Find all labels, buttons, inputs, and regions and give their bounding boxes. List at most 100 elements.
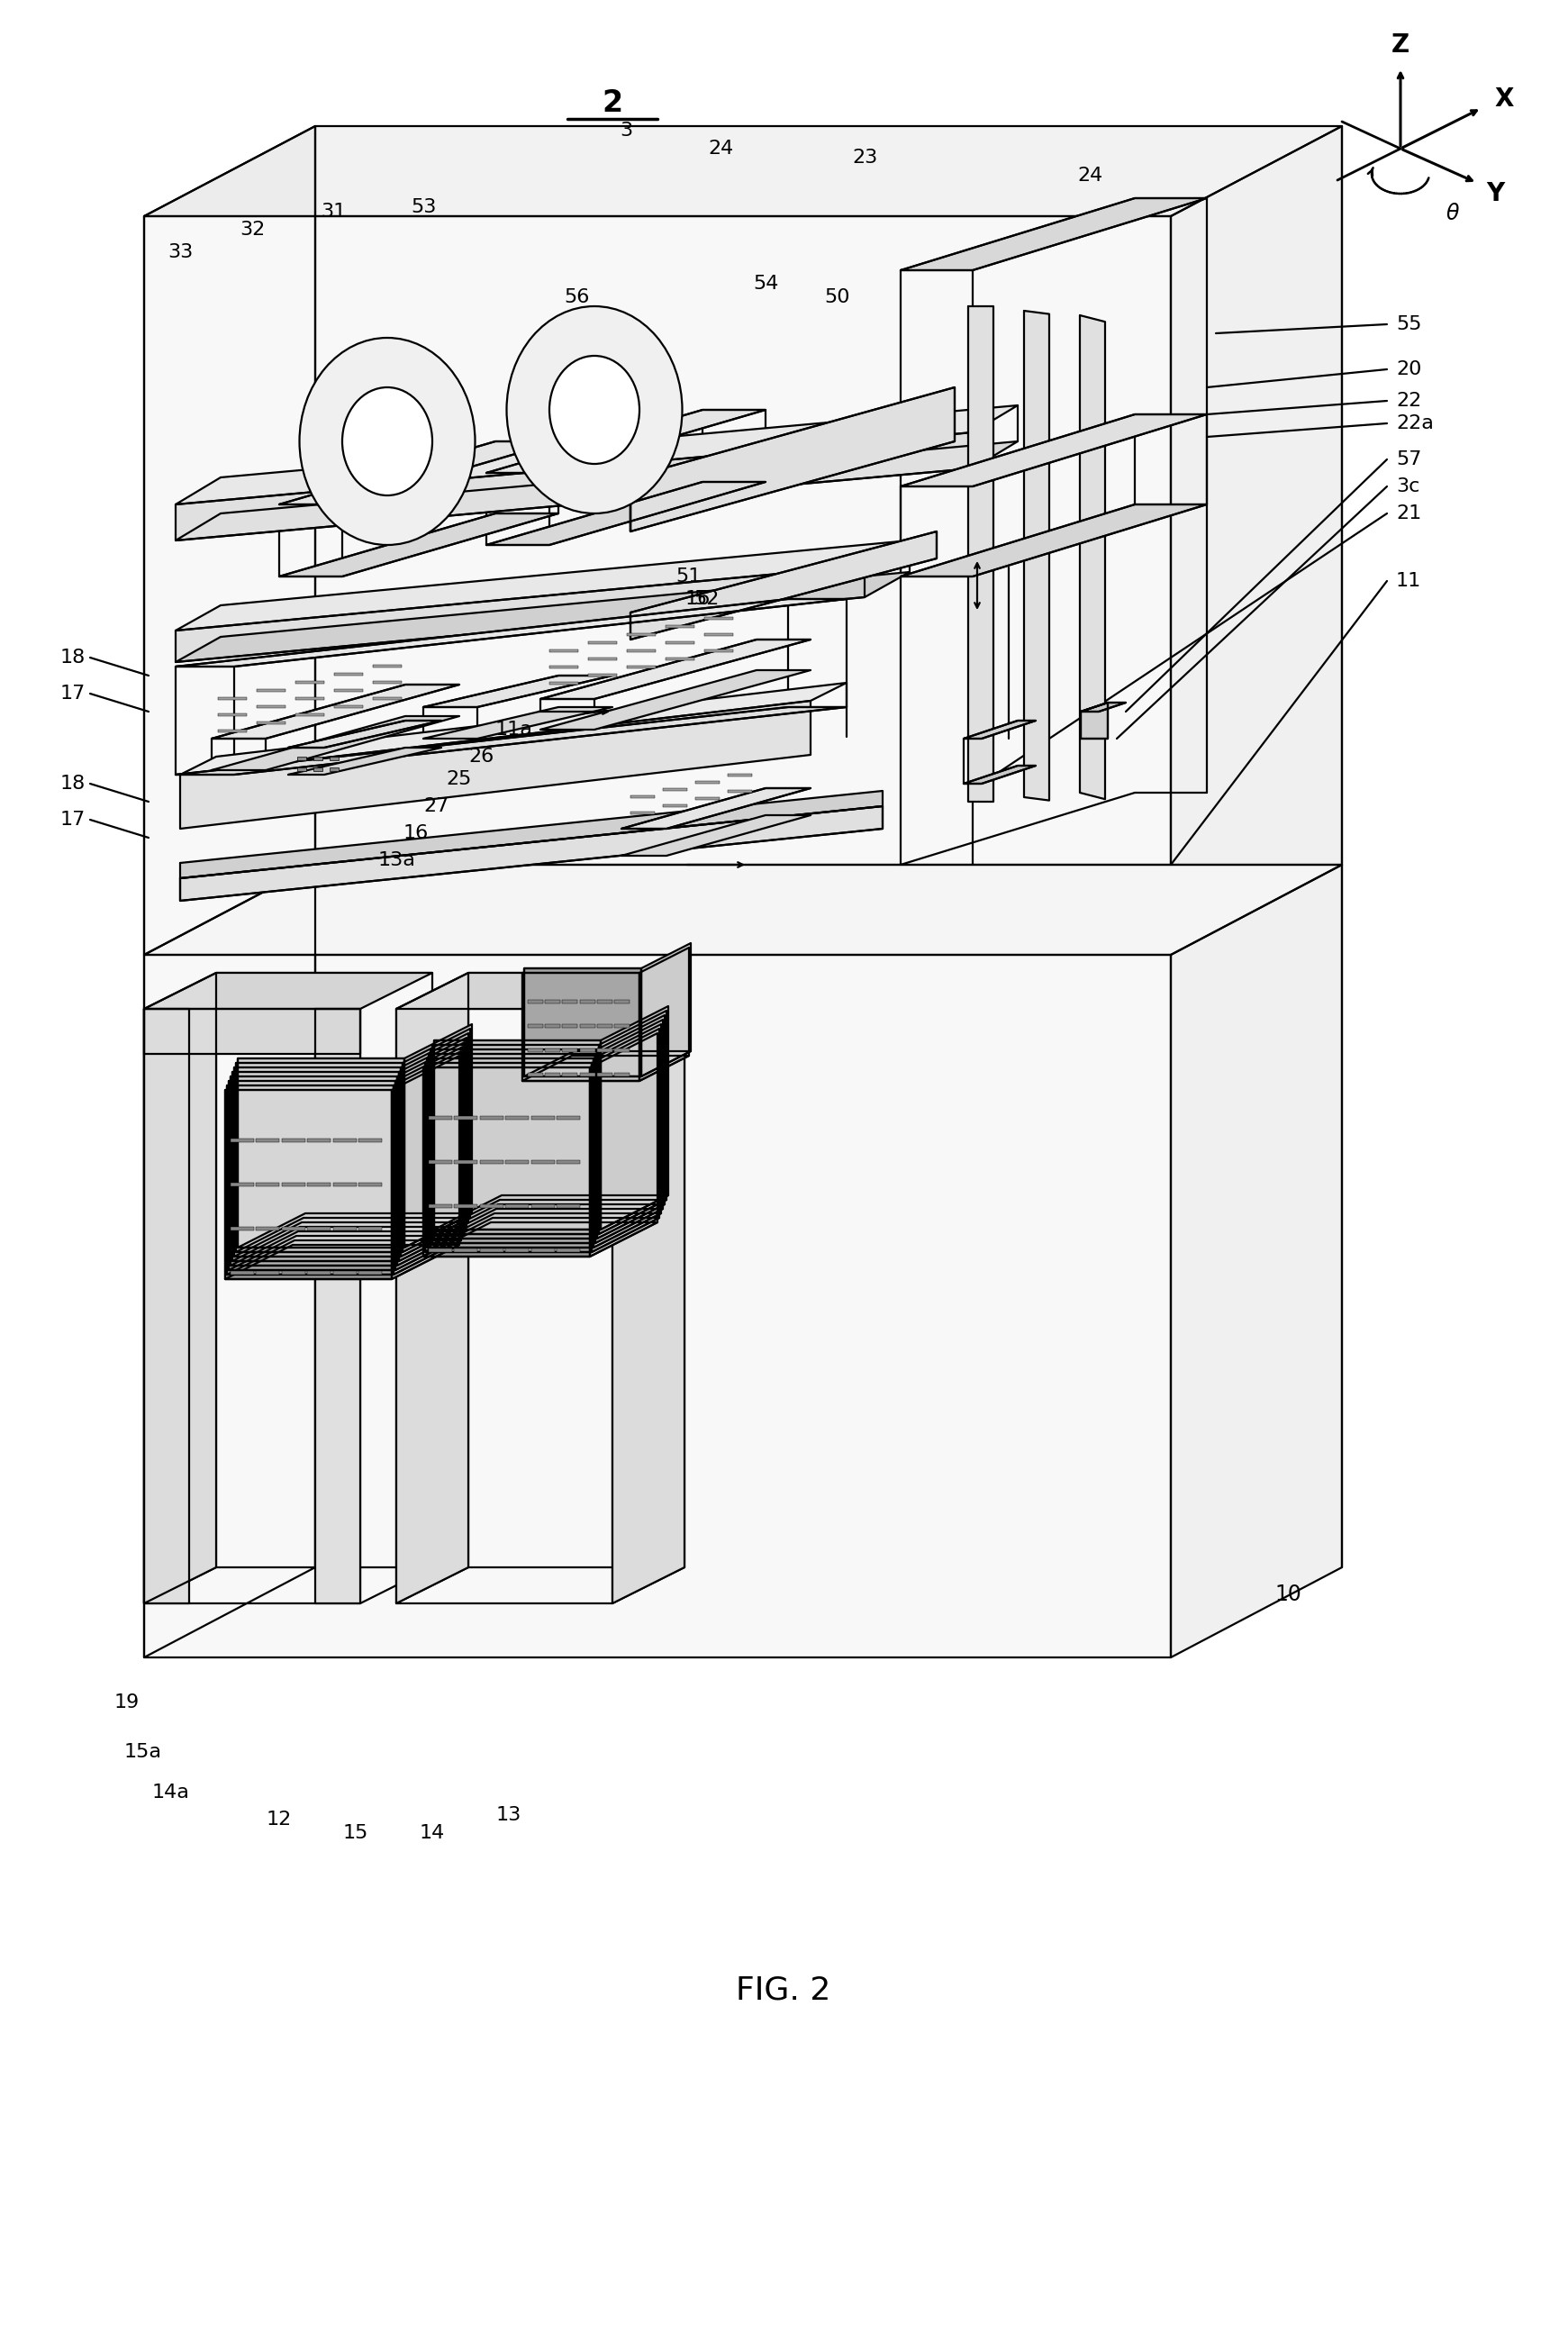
Polygon shape <box>392 1056 459 1279</box>
Polygon shape <box>434 1040 601 1230</box>
Bar <box>627 665 655 667</box>
Text: 32: 32 <box>240 220 265 239</box>
Polygon shape <box>486 482 765 546</box>
Bar <box>230 1138 254 1143</box>
Polygon shape <box>144 215 1171 1658</box>
Bar <box>615 1000 629 1002</box>
Polygon shape <box>522 1056 688 1082</box>
Bar <box>428 1117 452 1119</box>
Polygon shape <box>405 1023 472 1248</box>
Polygon shape <box>235 1063 403 1253</box>
Polygon shape <box>398 1038 467 1260</box>
Polygon shape <box>641 944 691 1077</box>
Polygon shape <box>431 1204 665 1239</box>
Bar <box>282 1272 306 1274</box>
Bar <box>532 1248 555 1253</box>
Polygon shape <box>395 1047 463 1269</box>
Polygon shape <box>176 571 909 663</box>
Polygon shape <box>423 674 613 707</box>
Polygon shape <box>423 1223 657 1258</box>
Polygon shape <box>235 1218 470 1253</box>
Polygon shape <box>144 972 216 1604</box>
Bar <box>329 768 339 771</box>
Polygon shape <box>227 1241 461 1274</box>
Polygon shape <box>621 789 811 829</box>
Text: 15a: 15a <box>124 1742 162 1761</box>
Polygon shape <box>144 1009 361 1054</box>
Text: Y: Y <box>1486 180 1504 206</box>
Text: 24: 24 <box>1077 166 1102 185</box>
Bar <box>704 632 734 637</box>
Polygon shape <box>212 717 459 771</box>
Bar <box>428 1248 452 1253</box>
Bar <box>615 1023 629 1028</box>
Polygon shape <box>434 1194 668 1230</box>
Text: 22: 22 <box>1396 391 1422 410</box>
Bar <box>282 1138 306 1143</box>
Polygon shape <box>180 806 883 902</box>
Bar <box>630 813 655 815</box>
Bar <box>256 1227 279 1230</box>
Bar <box>453 1159 477 1164</box>
Polygon shape <box>524 1052 691 1077</box>
Bar <box>615 1073 629 1077</box>
Bar <box>580 1049 596 1052</box>
Text: 16: 16 <box>685 590 710 609</box>
Polygon shape <box>180 792 883 878</box>
Polygon shape <box>1024 311 1049 801</box>
Polygon shape <box>144 864 1342 956</box>
Polygon shape <box>1080 703 1107 738</box>
Bar <box>334 1272 356 1274</box>
Bar <box>580 1073 596 1077</box>
Text: 56: 56 <box>563 288 590 307</box>
Bar <box>728 773 753 778</box>
Bar <box>480 1159 503 1164</box>
Text: 12: 12 <box>267 1810 292 1829</box>
Polygon shape <box>176 600 847 667</box>
Bar <box>256 1138 279 1143</box>
Polygon shape <box>630 386 955 532</box>
Polygon shape <box>238 1059 405 1248</box>
Text: Z: Z <box>1391 33 1410 59</box>
Polygon shape <box>486 410 765 473</box>
Text: 11: 11 <box>1396 571 1422 590</box>
Polygon shape <box>397 972 469 1604</box>
Polygon shape <box>180 684 847 775</box>
Bar <box>480 1204 503 1208</box>
Polygon shape <box>1171 126 1342 1658</box>
Text: 31: 31 <box>320 204 347 220</box>
Text: 11a: 11a <box>494 721 532 738</box>
Bar <box>546 1023 560 1028</box>
Polygon shape <box>541 670 811 731</box>
Bar <box>505 1204 528 1208</box>
Text: 3: 3 <box>619 122 632 141</box>
Bar <box>480 1248 503 1253</box>
Polygon shape <box>426 1059 594 1248</box>
Bar <box>704 649 734 651</box>
Polygon shape <box>279 440 558 504</box>
Bar <box>597 1049 613 1052</box>
Ellipse shape <box>549 356 640 464</box>
Text: 18: 18 <box>60 649 86 667</box>
Bar <box>665 658 695 660</box>
Polygon shape <box>428 1208 663 1244</box>
Text: 14a: 14a <box>152 1785 190 1801</box>
Bar <box>630 796 655 799</box>
Bar <box>334 672 362 674</box>
Text: 50: 50 <box>825 288 850 307</box>
Polygon shape <box>1080 703 1126 712</box>
Bar <box>257 705 285 707</box>
Polygon shape <box>426 1213 662 1248</box>
Text: 25: 25 <box>447 771 472 789</box>
Bar <box>256 1272 279 1274</box>
Text: 17: 17 <box>60 684 86 703</box>
Bar <box>549 649 579 651</box>
Polygon shape <box>423 707 613 738</box>
Bar <box>695 780 720 785</box>
Bar <box>532 1117 555 1119</box>
Polygon shape <box>289 721 441 747</box>
Text: 54: 54 <box>753 274 778 293</box>
Bar <box>528 1023 543 1028</box>
Polygon shape <box>234 1223 469 1258</box>
Text: 21: 21 <box>1396 504 1422 522</box>
